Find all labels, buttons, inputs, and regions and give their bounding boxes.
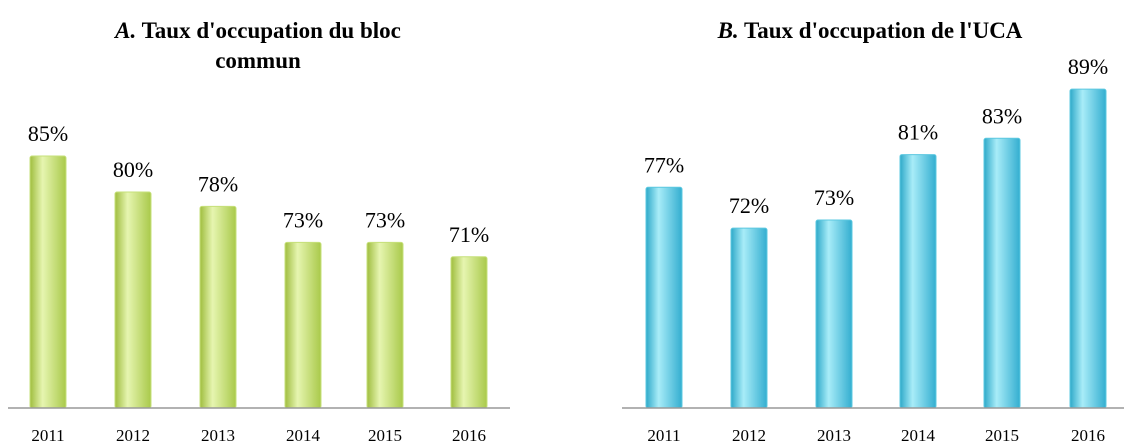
bar	[29, 155, 67, 409]
bar	[199, 205, 237, 409]
panel-label: B.	[717, 18, 739, 43]
value-label: 80%	[113, 157, 153, 182]
x-tick-label: 2014	[286, 426, 321, 445]
x-tick-label: 2015	[985, 426, 1019, 445]
value-label: 89%	[1068, 54, 1108, 79]
bar	[114, 191, 152, 409]
value-label: 73%	[365, 207, 405, 232]
value-label: 72%	[729, 193, 769, 218]
title-text: Taux d'occupation de l'UCA	[744, 18, 1023, 43]
value-label: 85%	[28, 121, 68, 146]
value-label: 81%	[898, 120, 938, 145]
value-label: 77%	[644, 152, 684, 177]
bar	[645, 186, 683, 409]
bar	[815, 219, 853, 409]
x-tick-label: 2011	[31, 426, 64, 445]
x-tick-label: 2013	[817, 426, 851, 445]
x-tick-label: 2011	[647, 426, 680, 445]
x-tick-label: 2012	[116, 426, 150, 445]
value-label: 83%	[982, 103, 1022, 128]
bar	[899, 154, 937, 409]
x-tick-label: 2016	[1071, 426, 1105, 445]
bar	[284, 241, 322, 409]
chart-title: B. Taux d'occupation de l'UCA	[640, 16, 1100, 46]
panel-label: A.	[115, 18, 137, 43]
value-label: 78%	[198, 171, 238, 196]
bar	[730, 227, 768, 409]
bar	[450, 256, 488, 409]
value-label: 73%	[283, 207, 323, 232]
value-label: 71%	[449, 222, 489, 247]
bar	[983, 137, 1021, 409]
x-tick-label: 2012	[732, 426, 766, 445]
chart-title: A. Taux d'occupation du bloc commun	[93, 16, 423, 76]
x-tick-label: 2013	[201, 426, 235, 445]
title-text: Taux d'occupation du bloc commun	[141, 18, 401, 73]
bar	[366, 241, 404, 409]
value-label: 73%	[814, 185, 854, 210]
x-tick-label: 2014	[901, 426, 936, 445]
x-tick-label: 2016	[452, 426, 486, 445]
x-tick-label: 2015	[368, 426, 402, 445]
bar	[1069, 88, 1107, 409]
